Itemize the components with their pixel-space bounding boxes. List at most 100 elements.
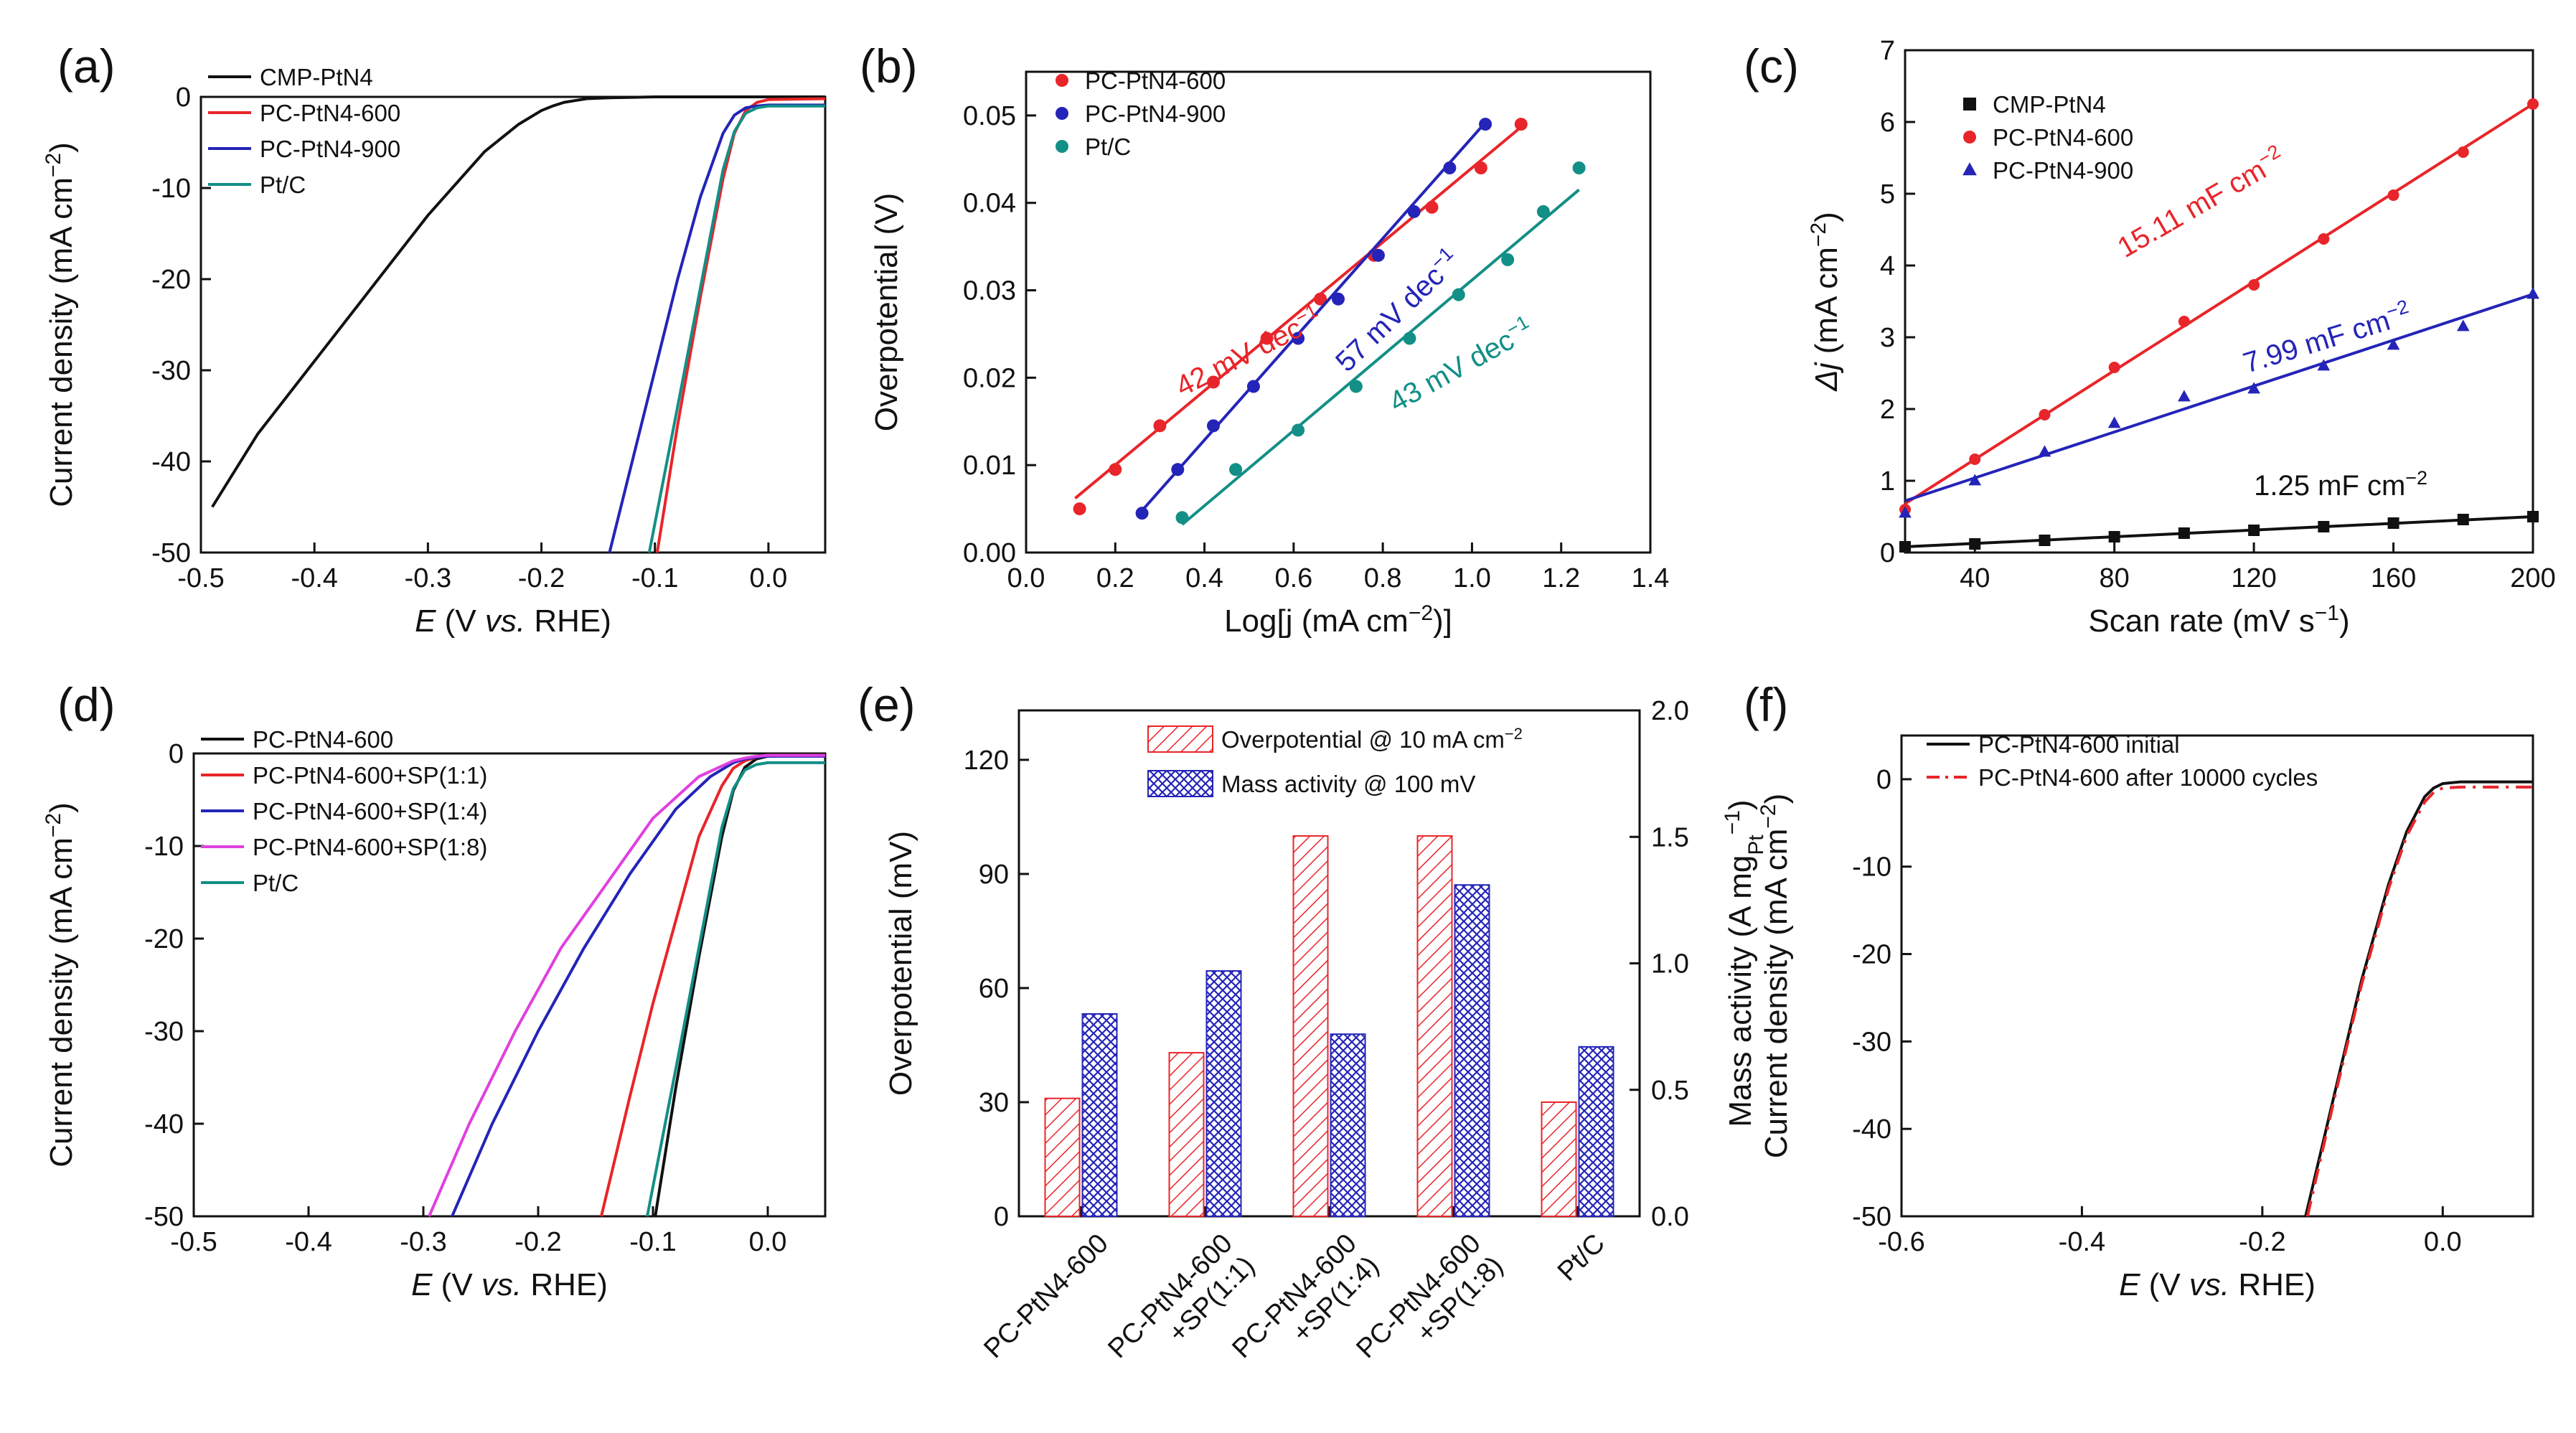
x-tick-label: 200 <box>2510 563 2555 593</box>
x-tick-label: -0.2 <box>514 1227 561 1257</box>
y-right-tick-label: 0.5 <box>1651 1076 1689 1106</box>
series-line-0 <box>211 95 825 508</box>
data-point <box>1474 161 1487 174</box>
panel-b: (b) 0.0 0.2 0.4 0.6 0.8 1.0 1.2 1.4 0.00 0.01 0.02 0… <box>860 39 1669 639</box>
y-axis-label: Current density (mA cm−2) <box>1757 794 1795 1159</box>
data-point <box>1229 463 1243 476</box>
y-axis-label: Current density (mA cm−2) <box>42 802 80 1167</box>
x-tick-label: 1.2 <box>1542 563 1580 593</box>
x-tick-label: 80 <box>2100 563 2130 593</box>
x-tick-label: -0.1 <box>631 563 678 593</box>
y-tick-label: 1 <box>1880 466 1895 497</box>
legend-label: PC-PtN4-900 <box>1085 100 1226 127</box>
legend-marker <box>1056 107 1068 120</box>
data-point <box>1135 507 1149 520</box>
data-point <box>2526 287 2539 299</box>
plot-frame <box>192 752 827 1218</box>
y-tick-label: 90 <box>979 860 1009 890</box>
y-tick-label: -50 <box>151 538 191 568</box>
legend-label: CMP-PtN4 <box>1993 91 2106 118</box>
panel-label: (b) <box>860 39 918 93</box>
y-tick-label: 5 <box>1880 179 1895 210</box>
data-point <box>2039 535 2051 546</box>
x-tick-label: 0.0 <box>749 563 787 593</box>
y-tick-label: 0.03 <box>963 276 1016 306</box>
data-point <box>2318 521 2330 532</box>
y-tick-label: 0.01 <box>963 451 1016 481</box>
x-axis-label: E (V vs. RHE) <box>415 603 611 639</box>
legend-label: PC-PtN4-900 <box>1993 157 2133 184</box>
data-point <box>1073 502 1086 516</box>
category-label: PC-PtN4-600+SP(1:8) <box>1350 1228 1509 1387</box>
y-tick-label: 60 <box>979 974 1009 1004</box>
y-right-tick-label: 1.0 <box>1651 949 1689 979</box>
x-tick-label: 0.0 <box>749 1227 787 1257</box>
data-point <box>1171 463 1185 476</box>
cdl-annotation: 15.11 mF cm−2 <box>2111 141 2290 264</box>
x-tick-label: 40 <box>1960 563 1990 593</box>
x-tick-label: -0.4 <box>291 563 337 593</box>
x-tick-label: 0.0 <box>1007 563 1045 593</box>
category-label: PC-PtN4-600+SP(1:4) <box>1226 1228 1385 1387</box>
series-line-4 <box>646 761 825 1217</box>
y-tick-label: 120 <box>964 746 1009 776</box>
legend-label: Pt/C <box>253 870 299 896</box>
panel-label: (a) <box>57 39 116 93</box>
x-tick-label: 1.4 <box>1632 563 1670 593</box>
bar-overpotential <box>1044 1097 1081 1217</box>
cdl-annotation: 1.25 mF cm−2 <box>2254 467 2427 502</box>
bar-mass-activity <box>1454 884 1490 1217</box>
panel-label: (d) <box>57 678 116 731</box>
data-point <box>2108 362 2120 373</box>
data-point <box>2178 390 2191 402</box>
data-point <box>2178 527 2190 539</box>
y-right-tick-label: 2.0 <box>1651 696 1689 726</box>
bar-overpotential <box>1416 835 1453 1217</box>
y-axis-label: Δj (mA cm−2) <box>1807 212 1845 392</box>
y-axis-label: Overpotential (mV) <box>883 831 918 1096</box>
x-axis-label: E (V vs. RHE) <box>2119 1267 2316 1302</box>
bar-overpotential <box>1541 1101 1577 1217</box>
legend-label: PC-PtN4-600+SP(1:4) <box>253 798 487 824</box>
bar-overpotential <box>1292 835 1329 1217</box>
x-tick-label: -0.2 <box>2239 1227 2285 1257</box>
x-axis-label: Scan rate (mV s−1) <box>2088 601 2349 639</box>
plot-frame <box>199 95 827 554</box>
y-tick-label: -10 <box>151 174 191 204</box>
data-point <box>2457 514 2469 525</box>
y-tick-label: 0 <box>169 739 184 769</box>
data-point <box>1109 463 1122 476</box>
y-tick-label: 0.04 <box>963 189 1016 219</box>
legend-label: PC-PtN4-600+SP(1:8) <box>253 834 487 860</box>
data-point <box>1452 288 1465 301</box>
y-tick-label: -10 <box>144 832 184 862</box>
data-point <box>1371 248 1385 262</box>
y-tick-label: -50 <box>1852 1202 1891 1232</box>
x-tick-label: 0.8 <box>1364 563 1402 593</box>
x-tick-label: 160 <box>2371 563 2416 593</box>
bar-mass-activity <box>1205 970 1242 1217</box>
data-point <box>1968 474 1982 486</box>
y-tick-label: -30 <box>1852 1027 1891 1057</box>
data-point <box>1349 380 1363 393</box>
y-tick-label: 30 <box>979 1088 1009 1118</box>
y-tick-label: 0 <box>994 1202 1009 1232</box>
fit-line-2 <box>1181 188 1580 526</box>
y-tick-label: 4 <box>1880 251 1895 281</box>
panel-e: (e) 0 30 60 90 120 0.0 0.5 1.0 1.5 2.0 Overpotentia… <box>857 678 1768 1387</box>
data-point <box>2317 359 2331 371</box>
series-line-2 <box>608 103 825 553</box>
bar-overpotential <box>1168 1052 1205 1217</box>
legend-label: CMP-PtN4 <box>260 64 373 90</box>
x-tick-label: -0.2 <box>518 563 565 593</box>
data-point <box>1407 205 1421 218</box>
data-point <box>2457 146 2469 158</box>
data-point <box>2107 416 2121 428</box>
category-label: PC-PtN4-600 <box>978 1228 1114 1364</box>
data-point <box>1572 161 1586 174</box>
legend-label: PC-PtN4-600 <box>260 100 400 126</box>
data-point <box>1153 419 1167 433</box>
data-point <box>2387 517 2399 529</box>
data-point <box>2247 382 2260 394</box>
legend-label: Overpotential @ 10 mA cm−2 <box>1221 725 1523 753</box>
